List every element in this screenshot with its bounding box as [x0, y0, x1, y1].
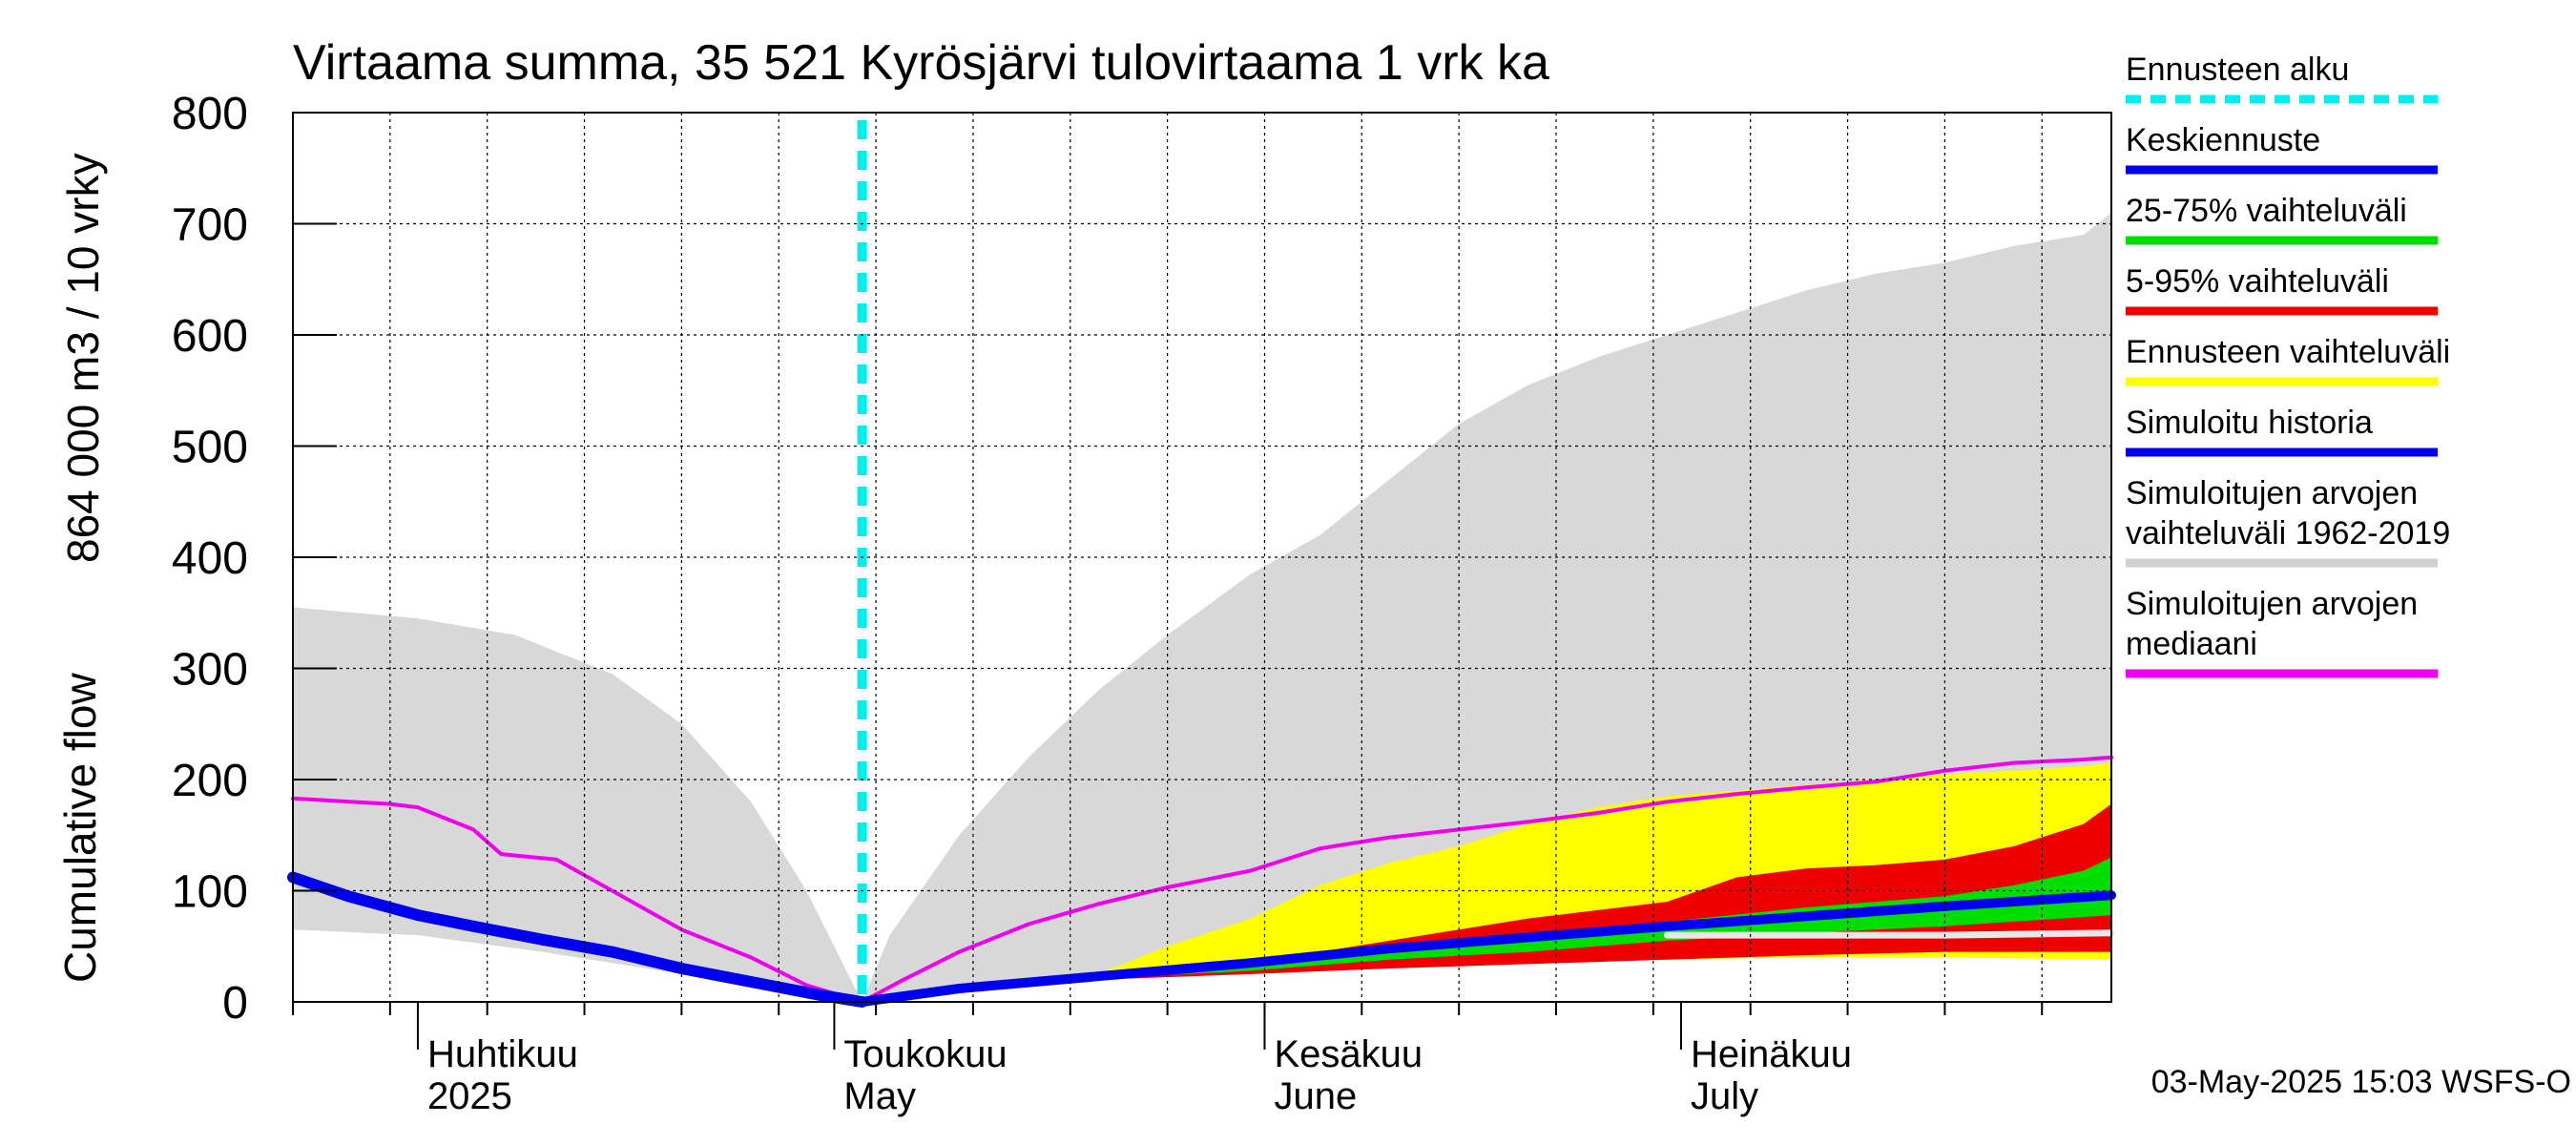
month-label-en: May	[843, 1075, 916, 1117]
sim-history-line	[287, 871, 868, 1008]
legend-label: Ennusteen alku	[2126, 52, 2349, 88]
range-5-95-band	[862, 803, 2111, 1002]
legend-label: Simuloitujen arvojen	[2126, 475, 2418, 511]
y-tick-label: 800	[172, 89, 248, 139]
y-tick-label: 100	[172, 867, 248, 918]
chart-title: Virtaama summa, 35 521 Kyrösjärvi tulovi…	[293, 35, 1549, 91]
month-label-en: June	[1274, 1075, 1357, 1117]
y-axis-label-line1: 864 000 m3 / 10 vrky	[58, 153, 108, 563]
legend-label: 5-95% vaihteluväli	[2126, 263, 2389, 300]
month-label-fi: Kesäkuu	[1274, 1033, 1423, 1075]
month-label-fi: Huhtikuu	[427, 1033, 578, 1075]
frame-layer	[292, 112, 2112, 1050]
month-label-en: July	[1691, 1075, 1758, 1117]
legend: Ennusteen alku Keskiennuste 25-75% vaihtel…	[2126, 52, 2450, 678]
legend-label: Simuloitujen arvojen	[2126, 586, 2418, 622]
forecast-median-line	[1663, 929, 2115, 939]
y-tick-label: 400	[172, 533, 248, 584]
y-tick-label: 0	[222, 978, 248, 1029]
y-axis-label-line2: Cumulative flow	[55, 673, 105, 983]
y-tick-label: 200	[172, 756, 248, 806]
legend-label: Simuloitu historia	[2126, 405, 2373, 441]
plot-layer	[287, 113, 2116, 1008]
sim-median-line	[291, 755, 2113, 1004]
y-tick-label: 700	[172, 200, 248, 251]
y-tick-label: 600	[172, 311, 248, 362]
timestamp: 03-May-2025 15:03 WSFS-O	[2151, 1064, 2571, 1100]
legend-label: Ennusteen vaihteluväli	[2126, 334, 2450, 370]
text-layer: Virtaama summa, 35 521 Kyrösjärvi tulovi…	[55, 35, 2571, 1117]
legend-label: mediaani	[2126, 626, 2257, 662]
y-tick-label: 500	[172, 423, 248, 473]
legend-label: Keskiennuste	[2126, 122, 2320, 158]
month-label-fi: Heinäkuu	[1691, 1033, 1852, 1075]
month-label-en: 2025	[427, 1075, 512, 1117]
y-tick-label: 300	[172, 645, 248, 696]
month-label-fi: Toukokuu	[843, 1033, 1007, 1075]
legend-label: 25-75% vaihteluväli	[2126, 193, 2407, 229]
legend-label: vaihteluväli 1962-2019	[2126, 515, 2450, 552]
